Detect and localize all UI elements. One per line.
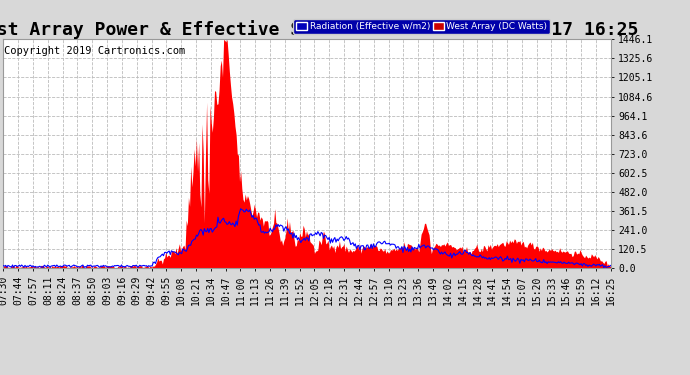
Legend: Radiation (Effective w/m2), West Array (DC Watts): Radiation (Effective w/m2), West Array (… bbox=[293, 19, 550, 34]
Title: West Array Power & Effective Solar Radiation Thu Jan 17 16:25: West Array Power & Effective Solar Radia… bbox=[0, 20, 639, 39]
Text: Copyright 2019 Cartronics.com: Copyright 2019 Cartronics.com bbox=[4, 46, 186, 56]
